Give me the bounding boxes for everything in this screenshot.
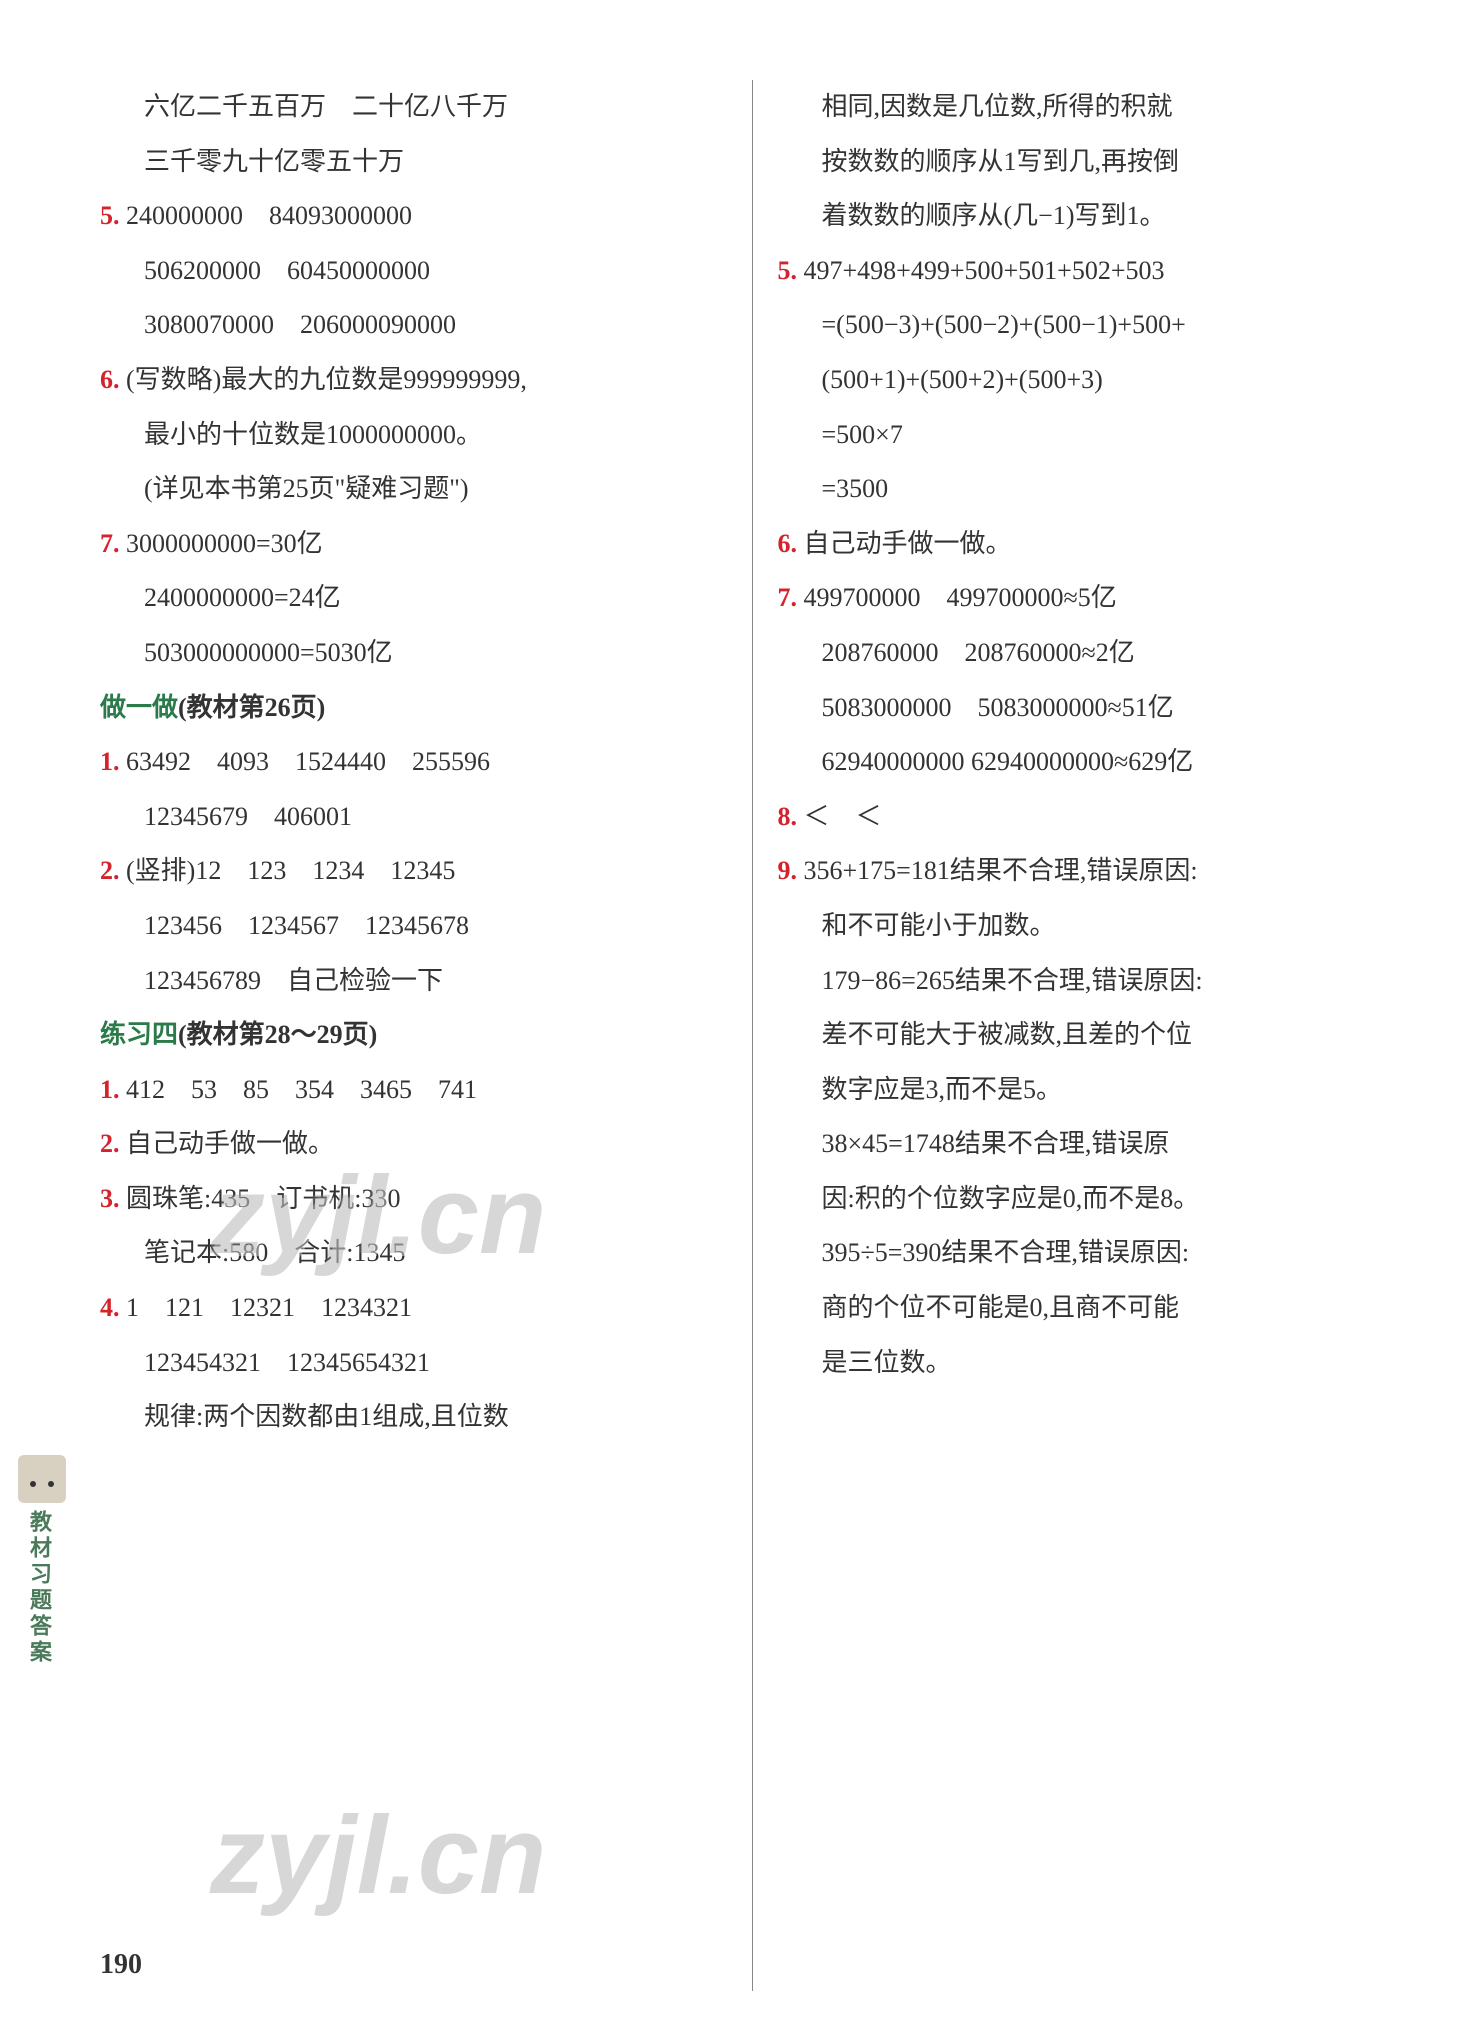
text-line: =3500	[778, 462, 1405, 517]
item-number: 7.	[778, 583, 798, 612]
text-line: =500×7	[778, 408, 1405, 463]
text-line: 规律:两个因数都由1组成,且位数	[100, 1390, 727, 1445]
item-number: 5.	[778, 256, 798, 285]
text-line: 3080070000 206000090000	[100, 298, 727, 353]
text-line: 2400000000=24亿	[100, 571, 727, 626]
item-number: 2.	[100, 1129, 120, 1158]
text-line: (500+1)+(500+2)+(500+3)	[778, 353, 1405, 408]
text-line: 是三位数。	[778, 1336, 1405, 1391]
answer-line: 5. 497+498+499+500+501+502+503	[778, 244, 1405, 299]
text-line: 506200000 60450000000	[100, 244, 727, 299]
text: 1 121 12321 1234321	[126, 1293, 412, 1322]
text-line: 着数数的顺序从(几−1)写到1。	[778, 189, 1405, 244]
text-line: 123456789 自己检验一下	[100, 954, 727, 1009]
answer-line: 8. ＜ ＜	[778, 790, 1405, 845]
text: 自己动手做一做。	[804, 529, 1012, 558]
text: 63492 4093 1524440 255596	[126, 747, 490, 776]
answer-line: 4. 1 121 12321 1234321	[100, 1281, 727, 1336]
text: 圆珠笔:435 订书机:330	[126, 1184, 400, 1213]
text-line: 因:积的个位数字应是0,而不是8。	[778, 1172, 1405, 1227]
item-number: 9.	[778, 856, 798, 885]
text-line: 503000000000=5030亿	[100, 626, 727, 681]
answer-line: 7. 499700000 499700000≈5亿	[778, 571, 1405, 626]
text-line: 按数数的顺序从1写到几,再按倒	[778, 135, 1405, 190]
item-number: 6.	[100, 365, 120, 394]
text-line: 和不可能小于加数。	[778, 899, 1405, 954]
item-number: 1.	[100, 1075, 120, 1104]
item-number: 1.	[100, 747, 120, 776]
answer-line: 1. 412 53 85 354 3465 741	[100, 1063, 727, 1118]
text: (竖排)12 123 1234 12345	[126, 856, 455, 885]
text-line: 相同,因数是几位数,所得的积就	[778, 80, 1405, 135]
text-line: 395÷5=390结果不合理,错误原因:	[778, 1226, 1405, 1281]
text-line: 123456 1234567 12345678	[100, 899, 727, 954]
text-line: 62940000000 62940000000≈629亿	[778, 735, 1405, 790]
item-number: 4.	[100, 1293, 120, 1322]
page-number: 190	[100, 1936, 142, 1995]
text-line: 38×45=1748结果不合理,错误原	[778, 1117, 1405, 1172]
answer-line: 1. 63492 4093 1524440 255596	[100, 735, 727, 790]
text-line: 5083000000 5083000000≈51亿	[778, 681, 1405, 736]
text: (写数略)最大的九位数是999999999,	[126, 365, 527, 394]
text-line: 六亿二千五百万 二十亿八千万	[100, 80, 727, 135]
item-number: 3.	[100, 1184, 120, 1213]
answer-line: 2. 自己动手做一做。	[100, 1117, 727, 1172]
text-line: 差不可能大于被减数,且差的个位	[778, 1008, 1405, 1063]
item-number: 6.	[778, 529, 798, 558]
text: 497+498+499+500+501+502+503	[797, 256, 1164, 285]
section-ref: (教材第28～29页)	[178, 1020, 377, 1049]
side-label: 教材习题答案	[18, 1510, 62, 1666]
section-ref: (教材第26页)	[178, 693, 325, 722]
section-title: 做一做	[100, 693, 178, 722]
answer-line: 5. 240000000 84093000000	[100, 189, 727, 244]
item-number: 7.	[100, 529, 120, 558]
text: 自己动手做一做。	[126, 1129, 334, 1158]
text: ＜ ＜	[804, 802, 882, 831]
item-number: 8.	[778, 802, 798, 831]
text: 240000000 84093000000	[126, 201, 412, 230]
text: 412 53 85 354 3465 741	[126, 1075, 477, 1104]
text-line: 179−86=265结果不合理,错误原因:	[778, 954, 1405, 1009]
answer-line: 7. 3000000000=30亿	[100, 517, 727, 572]
answer-line: 9. 356+175=181结果不合理,错误原因:	[778, 844, 1405, 899]
answer-line: 2. (竖排)12 123 1234 12345	[100, 844, 727, 899]
text: 499700000 499700000≈5亿	[804, 583, 1117, 612]
text-line: 笔记本:580 合计:1345	[100, 1226, 727, 1281]
bunny-icon	[18, 1455, 66, 1503]
text-line: 三千零九十亿零五十万	[100, 135, 727, 190]
text-line: =(500−3)+(500−2)+(500−1)+500+	[778, 298, 1405, 353]
text-line: 208760000 208760000≈2亿	[778, 626, 1405, 681]
text-line: 商的个位不可能是0,且商不可能	[778, 1281, 1405, 1336]
item-number: 5.	[100, 201, 120, 230]
text-line: 数字应是3,而不是5。	[778, 1063, 1405, 1118]
text: 3000000000=30亿	[126, 529, 323, 558]
section-title: 练习四	[100, 1020, 178, 1049]
text-line: 123454321 12345654321	[100, 1336, 727, 1391]
text-line: (详见本书第25页"疑难习题")	[100, 462, 727, 517]
section-heading: 做一做(教材第26页)	[100, 681, 727, 736]
text-line: 12345679 406001	[100, 790, 727, 845]
left-column: 六亿二千五百万 二十亿八千万 三千零九十亿零五十万 5. 240000000 8…	[80, 80, 752, 1991]
answer-line: 6. 自己动手做一做。	[778, 517, 1405, 572]
text-line: 最小的十位数是1000000000。	[100, 408, 727, 463]
section-heading: 练习四(教材第28～29页)	[100, 1008, 727, 1063]
item-number: 2.	[100, 856, 120, 885]
right-column: 相同,因数是几位数,所得的积就 按数数的顺序从1写到几,再按倒 着数数的顺序从(…	[752, 80, 1425, 1991]
page-content: 六亿二千五百万 二十亿八千万 三千零九十亿零五十万 5. 240000000 8…	[80, 80, 1424, 1991]
answer-line: 6. (写数略)最大的九位数是999999999,	[100, 353, 727, 408]
answer-line: 3. 圆珠笔:435 订书机:330	[100, 1172, 727, 1227]
text: 356+175=181结果不合理,错误原因:	[804, 856, 1198, 885]
